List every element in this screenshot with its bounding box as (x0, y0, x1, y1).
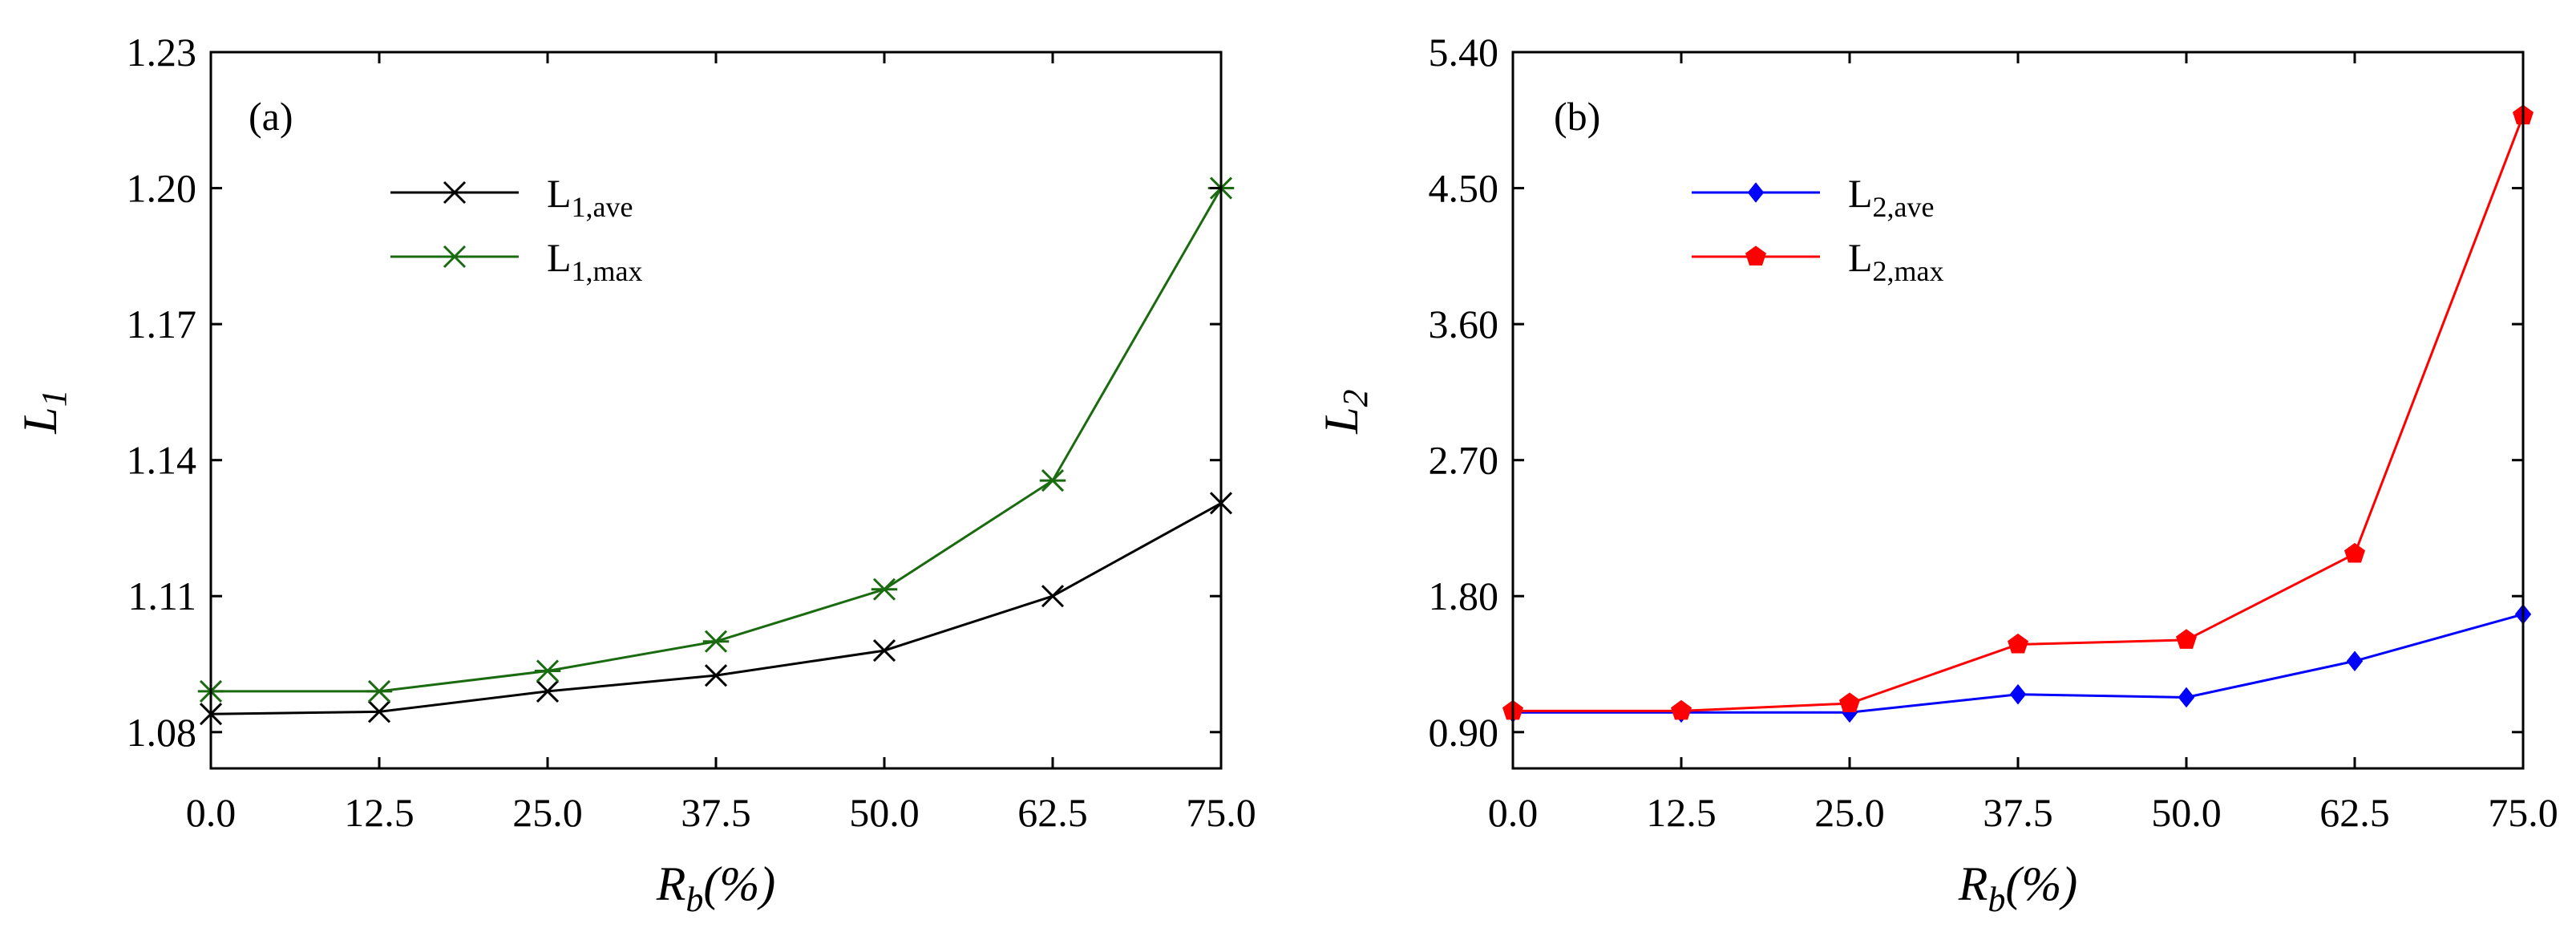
y-tick-label: 1.20 (127, 166, 197, 211)
data-point (534, 659, 561, 683)
x-ticks: 0.0 12.5 25.0 37.5 50.0 62.5 75.0 (186, 52, 1256, 835)
data-point (2346, 650, 2364, 672)
legend-marker-shape (1745, 245, 1766, 265)
x-ticks: 0.0 12.5 25.0 37.5 50.0 62.5 75.0 (1488, 52, 2558, 835)
series-line (210, 502, 1222, 715)
data-point (871, 577, 898, 601)
y-tick-label: 1.08 (127, 710, 197, 755)
y-tick-label: 1.23 (127, 30, 197, 75)
legend-label: L1,ave (547, 171, 633, 223)
data-point (1671, 699, 1692, 720)
data-point (1039, 469, 1066, 492)
y-axis-title: L1 (14, 389, 74, 434)
legend-marker-shape (443, 180, 467, 205)
x-tick-label: 75.0 (2488, 790, 2558, 835)
series-2-ave (1504, 604, 2532, 723)
legend-marker-diamond (1747, 182, 1765, 203)
data-layer (1502, 104, 2534, 723)
y-ticks: 0.90 1.80 2.70 3.60 4.50 5.40 (1429, 30, 2523, 755)
legend-marker-x (443, 180, 467, 205)
x-tick-label: 50.0 (2151, 790, 2222, 835)
data-point (2176, 629, 2197, 649)
data-point (367, 700, 391, 723)
chart-panel-a: 1.08 1.11 1.14 1.17 1.20 1.23 0.0 12.5 25.0 37.5… (14, 30, 1256, 919)
plot-frame (1511, 51, 2525, 770)
plot-frame (209, 51, 1223, 770)
x-tick-label: 37.5 (1983, 790, 2053, 835)
y-tick-label: 1.17 (127, 302, 197, 346)
x-tick-label: 62.5 (1017, 790, 1088, 835)
y-tick-label: 0.90 (1429, 710, 1499, 755)
data-layer (197, 176, 1235, 726)
x-tick-label: 25.0 (1814, 790, 1885, 835)
legend-entry-l2-max: L2,max (1692, 235, 1944, 287)
series-2-max (1502, 104, 2534, 720)
x-tick-label: 37.5 (681, 790, 751, 835)
legend-entry-l2-ave: L2,ave (1692, 171, 1935, 223)
panel-label: (b) (1554, 94, 1600, 139)
data-point (1839, 692, 1860, 712)
legend-entry-l1-max: L1,max (390, 235, 643, 287)
data-point (2344, 542, 2365, 563)
legend: L1,ave L1,max (390, 171, 643, 287)
y-tick-label: 5.40 (1429, 30, 1499, 75)
legend: L2,ave L2,max (1692, 171, 1944, 287)
legend-label: L2,max (1848, 235, 1944, 287)
x-tick-label: 12.5 (1646, 790, 1717, 835)
legend-marker-asterisk (441, 245, 468, 269)
data-point (366, 679, 393, 703)
x-axis-title: Rb(%) (656, 857, 776, 919)
x-tick-label: 25.0 (512, 790, 583, 835)
data-point (702, 630, 730, 653)
x-tick-label: 50.0 (849, 790, 920, 835)
y-tick-label: 3.60 (1429, 302, 1499, 346)
data-point (704, 664, 728, 687)
data-point (2008, 633, 2028, 654)
y-tick-label: 1.14 (127, 438, 197, 483)
data-point (872, 638, 896, 663)
x-tick-label: 62.5 (2319, 790, 2390, 835)
y-ticks: 1.08 1.11 1.14 1.17 1.20 1.23 (127, 30, 1221, 755)
chart-panel-b: 0.90 1.80 2.70 3.60 4.50 5.40 0.0 12.5 25.0 37.5… (1315, 30, 2558, 919)
x-tick-label: 12.5 (344, 790, 415, 835)
y-tick-label: 4.50 (1429, 166, 1499, 211)
legend-entry-l1-ave: L1,ave (390, 171, 633, 223)
y-axis-title: L2 (1315, 389, 1375, 434)
x-tick-label: 0.0 (186, 790, 237, 835)
x-tick-label: 75.0 (1186, 790, 1256, 835)
legend-label: L1,max (547, 235, 643, 287)
series-line (1513, 115, 2525, 712)
data-point (536, 679, 560, 703)
series-line (211, 187, 1223, 693)
panel-label: (a) (249, 94, 293, 139)
x-tick-label: 0.0 (1488, 790, 1539, 835)
legend-marker-pentagon (1745, 245, 1766, 265)
y-tick-label: 1.80 (1429, 573, 1499, 618)
legend-marker-shape (441, 245, 468, 269)
y-tick-label: 2.70 (1429, 438, 1499, 483)
y-tick-label: 1.11 (127, 573, 196, 618)
data-point (2178, 687, 2195, 708)
data-point (2009, 683, 2027, 705)
x-axis-title: Rb(%) (1958, 857, 2078, 919)
data-point (1041, 585, 1065, 608)
series-1-ave (199, 492, 1233, 726)
legend-label: L2,ave (1848, 171, 1935, 223)
legend-marker-shape (1747, 182, 1765, 203)
series-1-max (197, 176, 1235, 703)
